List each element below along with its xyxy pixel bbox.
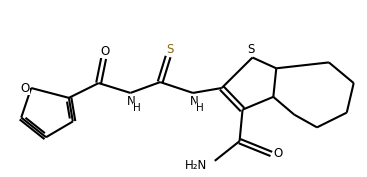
Text: O: O — [21, 81, 30, 95]
Text: O: O — [274, 147, 283, 161]
Text: N: N — [127, 95, 136, 108]
Text: H: H — [134, 103, 141, 113]
Text: S: S — [247, 43, 254, 56]
Text: O: O — [100, 45, 109, 58]
Text: H: H — [196, 103, 204, 113]
Text: H₂N: H₂N — [185, 159, 207, 172]
Text: S: S — [166, 43, 174, 56]
Text: N: N — [189, 95, 198, 108]
